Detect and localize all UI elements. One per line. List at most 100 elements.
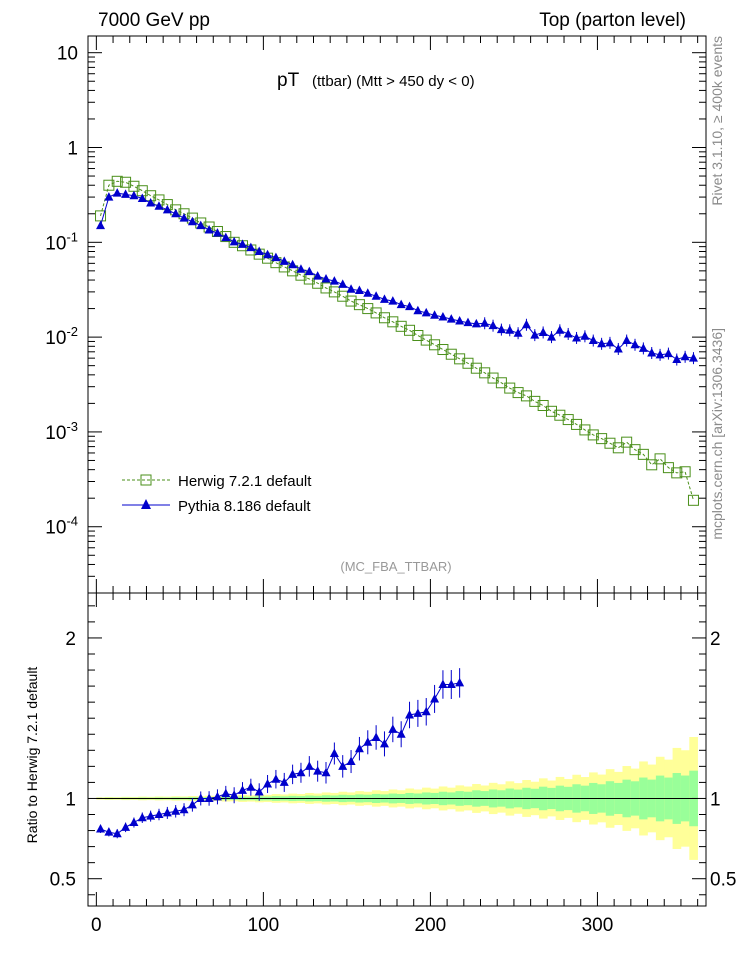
ratio-y-tick-label: 1: [65, 789, 76, 810]
herwig-point: [320, 282, 332, 294]
ratio-point: [179, 804, 189, 814]
ratio-point: [129, 817, 139, 827]
pythia-point: [471, 318, 481, 328]
ratio-point: [304, 761, 314, 770]
pythia-point: [137, 193, 147, 202]
ratio-point: [346, 756, 356, 766]
herwig-point: [637, 448, 649, 460]
herwig-point: [387, 316, 399, 328]
pythia-point: [438, 312, 448, 321]
ratio-point: [405, 709, 415, 719]
ratio-point: [187, 799, 197, 809]
ratio-point: [371, 732, 381, 741]
herwig-point: [328, 286, 340, 298]
pythia-point: [488, 320, 498, 330]
pythia-point: [455, 315, 465, 325]
herwig-point: [353, 299, 365, 311]
herwig-point: [554, 409, 566, 421]
pythia-point: [229, 236, 239, 246]
ratio-plot-frame: [87, 592, 707, 907]
pythia-point: [329, 276, 339, 285]
ratio-point: [154, 809, 164, 819]
ratio-point: [229, 790, 239, 799]
herwig-point: [646, 459, 658, 471]
main-plot-panel: 10 1 10-1 10-2 10-3 10-4 pT (ttbar) (Mtt > 45…: [45, 35, 707, 594]
ratio-x-tick-label: 0: [91, 915, 102, 936]
pythia-point: [271, 252, 281, 262]
pythia-point: [638, 343, 648, 352]
pythia-point: [622, 335, 632, 345]
herwig-point: [362, 303, 374, 315]
ratio-point: [421, 706, 431, 716]
pythia-point: [597, 338, 607, 348]
pythia-point: [112, 188, 122, 197]
pythia-point: [187, 216, 197, 226]
herwig-point: [587, 429, 599, 441]
pythia-point: [288, 259, 298, 269]
ratio-point: [162, 807, 172, 817]
pythia-point: [513, 328, 523, 337]
header-left-label: 7000 GeV pp: [98, 10, 210, 31]
ratio-point: [430, 693, 440, 703]
pythia-point: [279, 256, 289, 265]
pythia-point: [630, 339, 640, 349]
pythia-point: [572, 332, 582, 342]
herwig-point: [687, 494, 699, 506]
ratio-point: [338, 761, 348, 770]
ratio-y-tick-label: 2: [65, 629, 76, 650]
pythia-point: [672, 354, 682, 364]
pythia-point: [238, 239, 247, 248]
legend: Herwig 7.2.1 default Pythia 8.186 defaul…: [122, 473, 312, 515]
pythia-point: [354, 285, 364, 295]
plot-title-main: pT: [277, 70, 300, 91]
pythia-point: [104, 192, 114, 201]
ratio-y-tick-label-right: 0.5: [710, 870, 736, 891]
pythia-point: [588, 335, 598, 345]
pythia-point: [212, 228, 222, 237]
pythia-point: [313, 271, 323, 280]
pythia-point: [555, 325, 565, 334]
pythia-point: [530, 330, 540, 339]
main-y-tick-label: 10-2: [45, 324, 78, 349]
ratio-point: [104, 827, 114, 836]
ratio-point: [121, 822, 131, 831]
main-y-tick-label: 1: [67, 139, 78, 160]
pythia-point: [580, 331, 590, 340]
legend-entry-herwig: Herwig 7.2.1 default: [122, 473, 312, 490]
ratio-point: [196, 793, 206, 802]
plot-title-sub: (ttbar) (Mtt > 450 dy < 0): [312, 73, 475, 90]
pythia-point: [647, 347, 657, 357]
ratio-point: [438, 679, 448, 688]
pythia-point: [162, 204, 172, 214]
pythia-point: [121, 189, 131, 198]
ratio-y-tick-label: 0.5: [50, 870, 76, 891]
pythia-point: [196, 220, 206, 230]
pythia-point: [146, 197, 156, 207]
ratio-point: [246, 782, 256, 791]
ratio-point: [204, 793, 214, 802]
ratio-point: [388, 724, 398, 733]
legend-marker-open-square: [140, 474, 152, 486]
pythia-point: [480, 318, 490, 327]
rivet-side-label: Rivet 3.1.10, ≥ 400k events: [709, 36, 725, 206]
pythia-point: [154, 201, 164, 210]
herwig-point: [529, 395, 541, 407]
ratio-point: [146, 811, 156, 820]
ratio-point: [238, 785, 247, 794]
pythia-point: [204, 224, 214, 234]
ratio-point: [221, 788, 231, 798]
pythia-point: [346, 284, 356, 293]
pythia-point: [363, 288, 373, 297]
herwig-point: [654, 453, 666, 465]
ratio-point: [329, 748, 339, 758]
ratio-series-line: [100, 682, 460, 835]
pythia-point: [171, 208, 181, 218]
pythia-point: [463, 317, 473, 327]
main-y-tick-label: 10-3: [45, 419, 78, 444]
ratio-plot-panel: 0.5 0.5 1 1 2 2 0 100 200 300 Ratio to Herwig 7.2…: [24, 592, 736, 936]
ratio-y-tick-label-right: 1: [710, 789, 721, 810]
main-y-tick-label: 10: [57, 44, 78, 65]
herwig-point: [454, 353, 466, 365]
analysis-watermark: (MC_FBA_TTBAR): [340, 559, 451, 574]
